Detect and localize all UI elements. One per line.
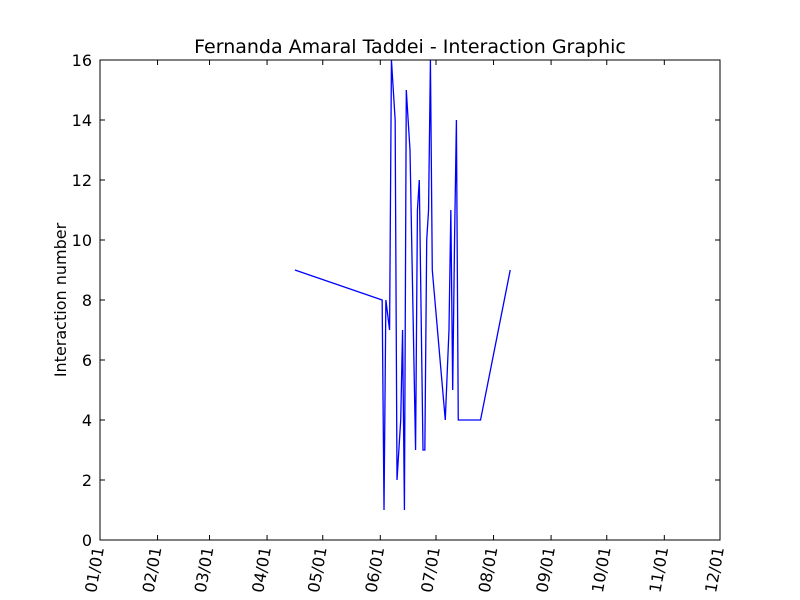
y-axis-label: Interaction number [51, 222, 70, 377]
y-tick-label: 6 [82, 351, 92, 370]
y-tick-label: 12 [72, 171, 92, 190]
y-tick-label: 10 [72, 231, 92, 250]
y-tick-label: 16 [72, 51, 92, 70]
y-tick-label: 0 [82, 531, 92, 550]
series-line [294, 59, 511, 511]
y-tick-label: 4 [82, 411, 92, 430]
y-tick-label: 2 [82, 471, 92, 490]
chart-title: Fernanda Amaral Taddei - Interaction Gra… [194, 36, 626, 58]
y-tick-label: 8 [82, 291, 92, 310]
y-tick-label: 14 [72, 111, 92, 130]
